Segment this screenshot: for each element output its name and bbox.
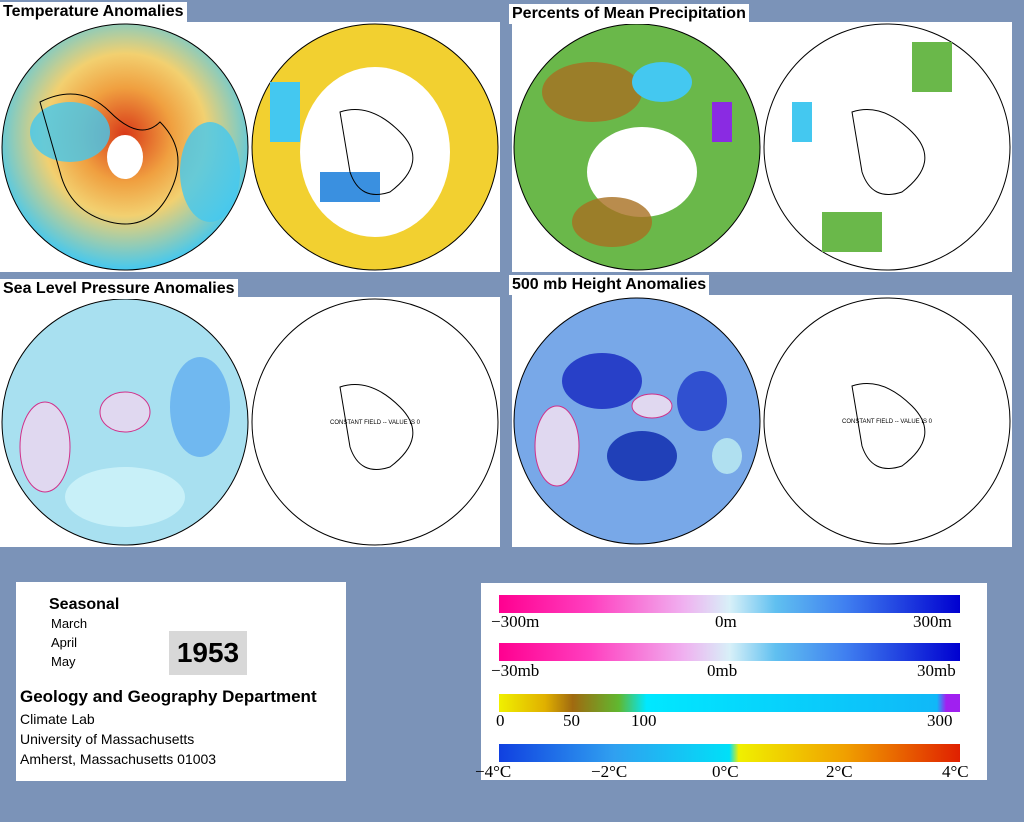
month-3: May bbox=[51, 654, 76, 669]
height-globe-west bbox=[513, 297, 761, 545]
pressure-label-mid: 0mb bbox=[707, 661, 738, 680]
precip-label-0: 0 bbox=[496, 711, 505, 730]
temperature-globe-east bbox=[251, 23, 499, 271]
month-1: March bbox=[51, 616, 88, 631]
precip-label-100: 100 bbox=[631, 711, 657, 730]
height-label-mid: 0m bbox=[715, 612, 737, 631]
temp-color-bar bbox=[499, 744, 960, 762]
precip-label-50: 50 bbox=[563, 711, 580, 730]
pressure-color-bar bbox=[499, 643, 960, 661]
precipitation-globe-east bbox=[763, 23, 1011, 271]
height-color-bar bbox=[499, 595, 960, 613]
height-label-min: −300m bbox=[491, 612, 540, 631]
height-title: 500 mb Height Anomalies bbox=[509, 275, 710, 295]
department-label: Geology and Geography Department bbox=[20, 687, 317, 706]
slp-globe-east: CONSTANT FIELD -- VALUE IS 0 bbox=[251, 298, 499, 546]
temp-label-4: 4°C bbox=[942, 762, 969, 781]
slp-constant-note: CONSTANT FIELD -- VALUE IS 0 bbox=[330, 420, 421, 426]
address-line-2: University of Massachusetts bbox=[20, 731, 195, 747]
pressure-label-max: 30mb bbox=[917, 661, 956, 680]
pressure-label-min: −30mb bbox=[491, 661, 540, 680]
precipitation-title: Percents of Mean Precipitation bbox=[509, 4, 749, 24]
slp-globe-west bbox=[1, 298, 249, 546]
year-label: 1953 bbox=[169, 631, 247, 675]
height-label-max: 300m bbox=[913, 612, 952, 631]
temp-label-0: 0°C bbox=[712, 762, 739, 781]
temp-label-minus2: −2°C bbox=[591, 762, 628, 781]
height-globe-east: CONSTANT FIELD -- VALUE IS 0 bbox=[763, 297, 1011, 545]
address-line-1: Climate Lab bbox=[20, 711, 95, 727]
month-2: April bbox=[51, 635, 78, 650]
precip-color-bar bbox=[499, 694, 960, 712]
precip-label-300: 300 bbox=[927, 711, 953, 730]
temperature-globe-west bbox=[1, 23, 249, 271]
temperature-title: Temperature Anomalies bbox=[0, 2, 187, 22]
height-panel: CONSTANT FIELD -- VALUE IS 0 bbox=[512, 295, 1012, 547]
temp-label-minus4: −4°C bbox=[475, 762, 512, 781]
precipitation-globe-west bbox=[513, 23, 761, 271]
address-line-3: Amherst, Massachusetts 01003 bbox=[20, 751, 217, 767]
temp-label-2: 2°C bbox=[826, 762, 853, 781]
height-constant-note: CONSTANT FIELD -- VALUE IS 0 bbox=[842, 419, 933, 425]
legend-box: −300m 0m 300m −30mb 0mb 30mb 0 50 100 30… bbox=[475, 583, 987, 781]
slp-title: Sea Level Pressure Anomalies bbox=[0, 279, 238, 299]
slp-panel: CONSTANT FIELD -- VALUE IS 0 bbox=[0, 297, 500, 547]
precipitation-panel bbox=[512, 22, 1012, 272]
seasonal-label: Seasonal bbox=[49, 596, 120, 613]
info-box: Seasonal March April May 1953 Geology an… bbox=[16, 582, 346, 781]
temperature-panel bbox=[0, 22, 500, 272]
